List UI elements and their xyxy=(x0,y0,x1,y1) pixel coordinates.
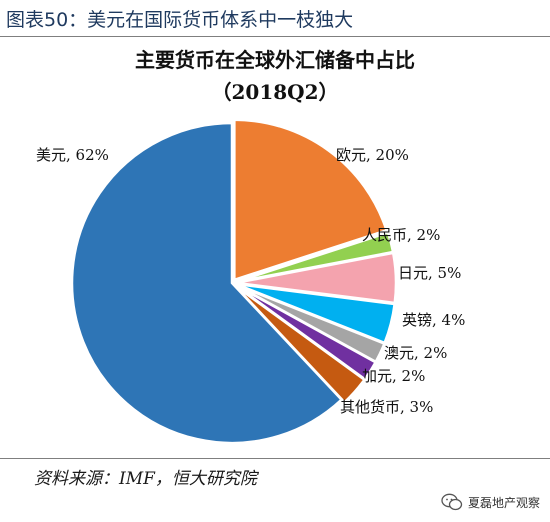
watermark: 夏磊地产观察 xyxy=(441,490,540,514)
slice-label-2: 日元, 5% xyxy=(398,264,461,282)
slice-label-4: 澳元, 2% xyxy=(384,344,447,362)
watermark-text: 夏磊地产观察 xyxy=(467,495,540,510)
slice-label-0: 欧元, 20% xyxy=(336,146,409,164)
figure-rule xyxy=(0,36,550,37)
slice-label-7: 美元, 62% xyxy=(36,146,109,164)
source-rule xyxy=(0,458,550,459)
pie-slice-0 xyxy=(233,118,389,282)
chart-subtitle: （2018Q2） xyxy=(211,80,339,104)
slice-label-5: 加元, 2% xyxy=(362,367,425,385)
chart-title: 主要货币在全球外汇储备中占比 xyxy=(135,48,415,72)
pie-slice-6 xyxy=(234,284,367,405)
wechat-icon xyxy=(441,493,463,511)
pie-slice-7 xyxy=(70,121,344,445)
slice-label-1: 人民币, 2% xyxy=(362,226,440,244)
slice-label-3: 英镑, 4% xyxy=(402,311,465,329)
figure-label: 图表50：美元在国际货币体系中一枝独大 xyxy=(6,8,354,31)
slice-label-6: 其他货币, 3% xyxy=(340,398,433,416)
source-note: 资料来源：IMF，恒大研究院 xyxy=(34,469,257,489)
